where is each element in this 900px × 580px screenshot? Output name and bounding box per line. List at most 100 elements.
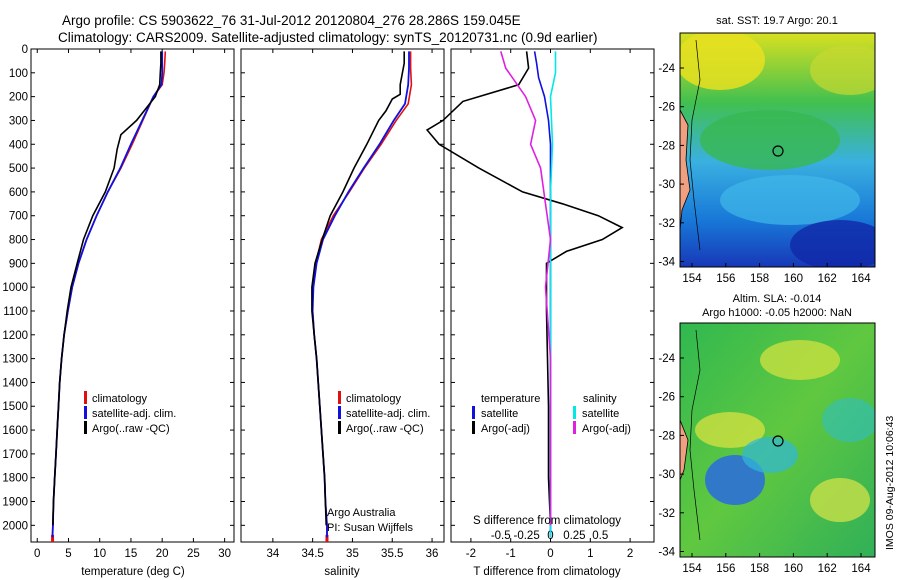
lon-tick-label: 156 xyxy=(716,563,735,575)
sst-coastline xyxy=(689,39,701,251)
legend-swatch-T-satellite xyxy=(472,406,475,419)
lon-tick-label: 158 xyxy=(750,563,769,575)
legend-swatch-S-argo xyxy=(573,421,576,434)
y-tick-label: 1800 xyxy=(2,473,28,485)
sst-map-frame xyxy=(679,32,876,268)
sst-coast xyxy=(680,109,691,231)
note-pi: PI: Susan Wijffels xyxy=(327,522,413,534)
series-line-s-satellite xyxy=(549,51,557,538)
legend-swatch-argo xyxy=(338,421,341,434)
lon-tick-label: 162 xyxy=(818,563,837,575)
y-tick-label: 1600 xyxy=(2,425,28,437)
sst-warm-patch xyxy=(810,45,875,95)
x-tick-label: 0 xyxy=(34,548,40,560)
lat-tick-label: -24 xyxy=(658,353,675,365)
sla-yellow-patch xyxy=(695,412,765,448)
legend-label-satellite: satellite-adj. clim. xyxy=(92,408,176,420)
sla-map xyxy=(680,323,875,557)
x-tick-label: 35 xyxy=(346,548,359,560)
y-tick-label: 600 xyxy=(9,187,28,199)
note-argo-australia: Argo Australia xyxy=(327,507,396,519)
legend-header-salinity: salinity xyxy=(583,393,617,405)
x-tick-label: 5 xyxy=(65,548,71,560)
sst-float-marker xyxy=(772,145,784,157)
sst-green-patch xyxy=(700,110,840,170)
x-tick-label: 35.5 xyxy=(381,548,403,560)
x-tick-label-T: 2 xyxy=(627,548,633,560)
legend-swatch-satellite xyxy=(84,406,87,419)
sst-cyan-patch xyxy=(720,175,860,225)
lon-tick-label: 158 xyxy=(750,273,769,285)
y-tick-label: 400 xyxy=(9,139,28,151)
legend-label-T-satellite: satellite xyxy=(481,408,518,420)
difference-axes xyxy=(450,48,655,543)
y-tick-label: 1000 xyxy=(2,282,28,294)
y-tick-label: 1700 xyxy=(2,449,28,461)
sst-map-title: sat. SST: 19.7 Argo: 20.1 xyxy=(716,15,838,27)
lon-tick-label: 164 xyxy=(851,273,871,285)
lat-tick-label: -26 xyxy=(658,392,675,404)
x-tick-label: 10 xyxy=(93,548,106,560)
y-tick-label: 100 xyxy=(9,68,28,80)
y-tick-label: 2000 xyxy=(2,520,28,532)
series-line-argo-raw-qc- xyxy=(311,51,405,526)
lon-tick-label: 160 xyxy=(784,273,803,285)
x-tick-label: 30 xyxy=(218,548,231,560)
y-tick-label: 1100 xyxy=(3,306,28,318)
sla-map-title-1: Altim. SLA: -0.014 xyxy=(733,293,822,305)
y-tick-label: 1300 xyxy=(2,354,28,366)
temperature-axes xyxy=(30,48,235,543)
lat-tick-label: -24 xyxy=(658,63,675,75)
legend-label-S-argo: Argo(-adj) xyxy=(582,423,631,435)
lat-tick-label: -28 xyxy=(658,140,675,152)
x-tick-label: 36 xyxy=(426,548,439,560)
y-tick-label: 900 xyxy=(9,258,28,270)
lat-tick-label: -28 xyxy=(658,430,675,442)
legend-label-argo: Argo(..raw -QC) xyxy=(92,423,170,435)
lon-tick-label: 154 xyxy=(682,273,702,285)
x-tick-label-S: 0.25 xyxy=(563,530,585,542)
y-tick-label: 800 xyxy=(9,235,28,247)
y-tick-label: 300 xyxy=(9,115,28,127)
series-line-argo-raw-qc- xyxy=(52,51,162,526)
legend-swatch-climatology xyxy=(338,391,341,404)
sla-cyan-patch xyxy=(742,437,798,473)
lat-tick-label: -30 xyxy=(658,179,675,191)
lat-tick-label: -30 xyxy=(658,469,675,481)
legend-swatch-argo xyxy=(84,421,87,434)
x-tick-label: 34.5 xyxy=(301,548,323,560)
x-tick-label-T: 1 xyxy=(587,548,593,560)
temperature-legend: climatology satellite-adj. clim. Argo(..… xyxy=(84,391,176,435)
title-line-1: Argo profile: CS 5903622_76 31-Jul-2012 … xyxy=(62,13,521,28)
x-tick-label: 20 xyxy=(156,548,169,560)
x-tick-label: 15 xyxy=(125,548,138,560)
lon-tick-label: 156 xyxy=(716,273,735,285)
y-tick-label: 1400 xyxy=(2,377,28,389)
sla-map-title-2: Argo h1000: -0.05 h2000: NaN xyxy=(702,307,852,319)
difference-xlabel-S: S difference from climatology xyxy=(473,515,621,527)
x-tick-label: 34 xyxy=(266,548,279,560)
sla-yellow-patch xyxy=(760,340,840,380)
lat-tick-label: -26 xyxy=(658,102,675,114)
x-tick-label-T: -1 xyxy=(506,548,516,560)
y-tick-label: 200 xyxy=(9,92,28,104)
lat-tick-label: -32 xyxy=(658,508,675,520)
y-tick-label: 1200 xyxy=(2,330,28,342)
sst-map-ticks: 154 156 158 160 162 164 -24 -26 -28 -30 -32 -34 xyxy=(658,63,871,285)
series-line-s-argo-adj- xyxy=(500,51,552,526)
sst-blue-patch xyxy=(790,220,875,267)
sla-cyan-patch xyxy=(822,398,875,442)
legend-label-S-satellite: satellite xyxy=(582,408,619,420)
legend-label-climatology: climatology xyxy=(346,393,402,405)
x-tick-label: 25 xyxy=(187,548,200,560)
y-tick-label: 700 xyxy=(9,211,28,223)
y-tick-label: 0 xyxy=(22,44,28,56)
y-tick-label: 1900 xyxy=(2,497,28,509)
lon-tick-label: 154 xyxy=(682,563,702,575)
sst-map xyxy=(680,33,875,267)
salinity-plot: 34 34.5 35 35.5 36 xyxy=(241,48,444,560)
legend-label-argo: Argo(..raw -QC) xyxy=(346,423,424,435)
x-tick-label-S: 0.5 xyxy=(592,530,608,542)
sla-map-ticks: 154 156 158 160 162 164 -24 -26 -28 -30 -32 -34 xyxy=(658,353,871,575)
